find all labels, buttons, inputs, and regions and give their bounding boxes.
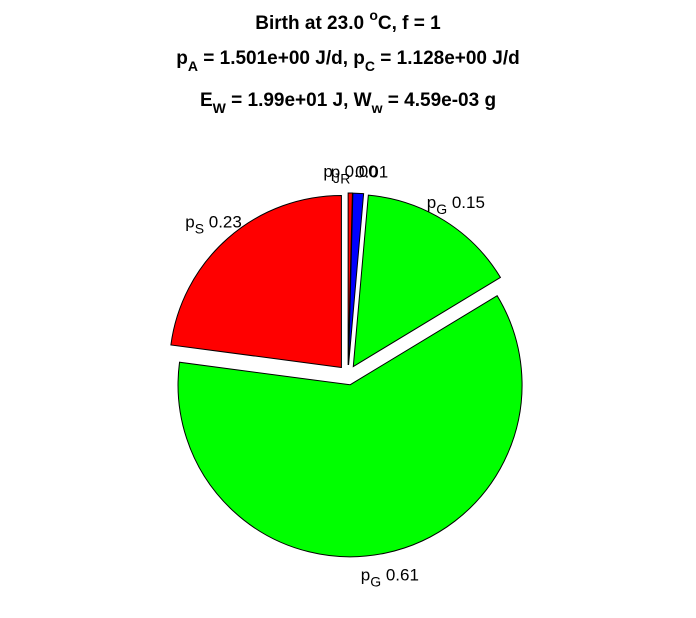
- slice-label-value: 0.01: [350, 162, 388, 181]
- slice-label-4: pS 0.23: [185, 213, 242, 237]
- title-line-2: pA = 1.501e+00 J/d, pC = 1.128e+00 J/d: [176, 48, 519, 74]
- chart-title: Birth at 23.0 oC, f = 1 pA = 1.501e+00 J/…: [176, 7, 519, 116]
- slice-label-subscript: G: [370, 574, 381, 590]
- title-line-3-part-0: E: [200, 90, 213, 111]
- title-line-2-part-4: = 1.128e+00 J/d: [375, 48, 520, 69]
- pie-slices: [170, 192, 523, 558]
- title-line-3: EW = 1.99e+01 J, Ww = 4.59e-03 g: [200, 90, 496, 116]
- slice-label-1: pR 0.01: [331, 162, 388, 186]
- title-line-3-part-1: W: [213, 100, 227, 116]
- title-line-1-part-0: Birth at 23.0: [255, 13, 369, 34]
- title-line-3-part-2: = 1.99e+01 J, W: [226, 90, 372, 111]
- title-line-3-part-4: = 4.59e-03 g: [383, 90, 497, 111]
- title-line-2-part-3: C: [365, 58, 375, 74]
- pie-slice-pr-1: [348, 192, 365, 366]
- slice-label-0: pJ 0.00: [323, 162, 377, 186]
- slice-label-symbol: p: [361, 566, 370, 585]
- slice-label-3: pG 0.61: [361, 566, 419, 590]
- slice-label-symbol: p: [323, 162, 332, 181]
- title-line-3-part-3: w: [371, 100, 383, 116]
- slice-label-2: pG 0.15: [427, 193, 485, 217]
- slice-label-value: 0.15: [447, 193, 485, 212]
- title-line-1-part-1: o: [369, 7, 378, 23]
- slice-label-symbol: p: [427, 193, 436, 212]
- slice-label-subscript: S: [195, 221, 204, 237]
- slice-label-subscript: J: [333, 170, 340, 186]
- slice-label-subscript: R: [340, 170, 350, 186]
- title-line-2-part-1: A: [188, 58, 198, 74]
- title-line-1-part-2: C, f = 1: [378, 13, 441, 34]
- pie-slice-pg-3: [177, 295, 523, 558]
- title-line-2-part-0: p: [176, 48, 188, 69]
- slice-label-subscript: G: [436, 201, 447, 217]
- slice-label-symbol: p: [331, 162, 340, 181]
- pie-slice-ps-4: [170, 194, 342, 369]
- slice-label-value: 0.23: [204, 213, 242, 232]
- pie-slice-pg-2: [352, 194, 502, 368]
- title-line-2-part-2: = 1.501e+00 J/d, p: [198, 48, 365, 69]
- slice-label-symbol: p: [185, 213, 194, 232]
- slice-label-value: 0.00: [340, 162, 378, 181]
- title-line-1: Birth at 23.0 oC, f = 1: [255, 7, 441, 34]
- slice-label-value: 0.61: [381, 566, 419, 585]
